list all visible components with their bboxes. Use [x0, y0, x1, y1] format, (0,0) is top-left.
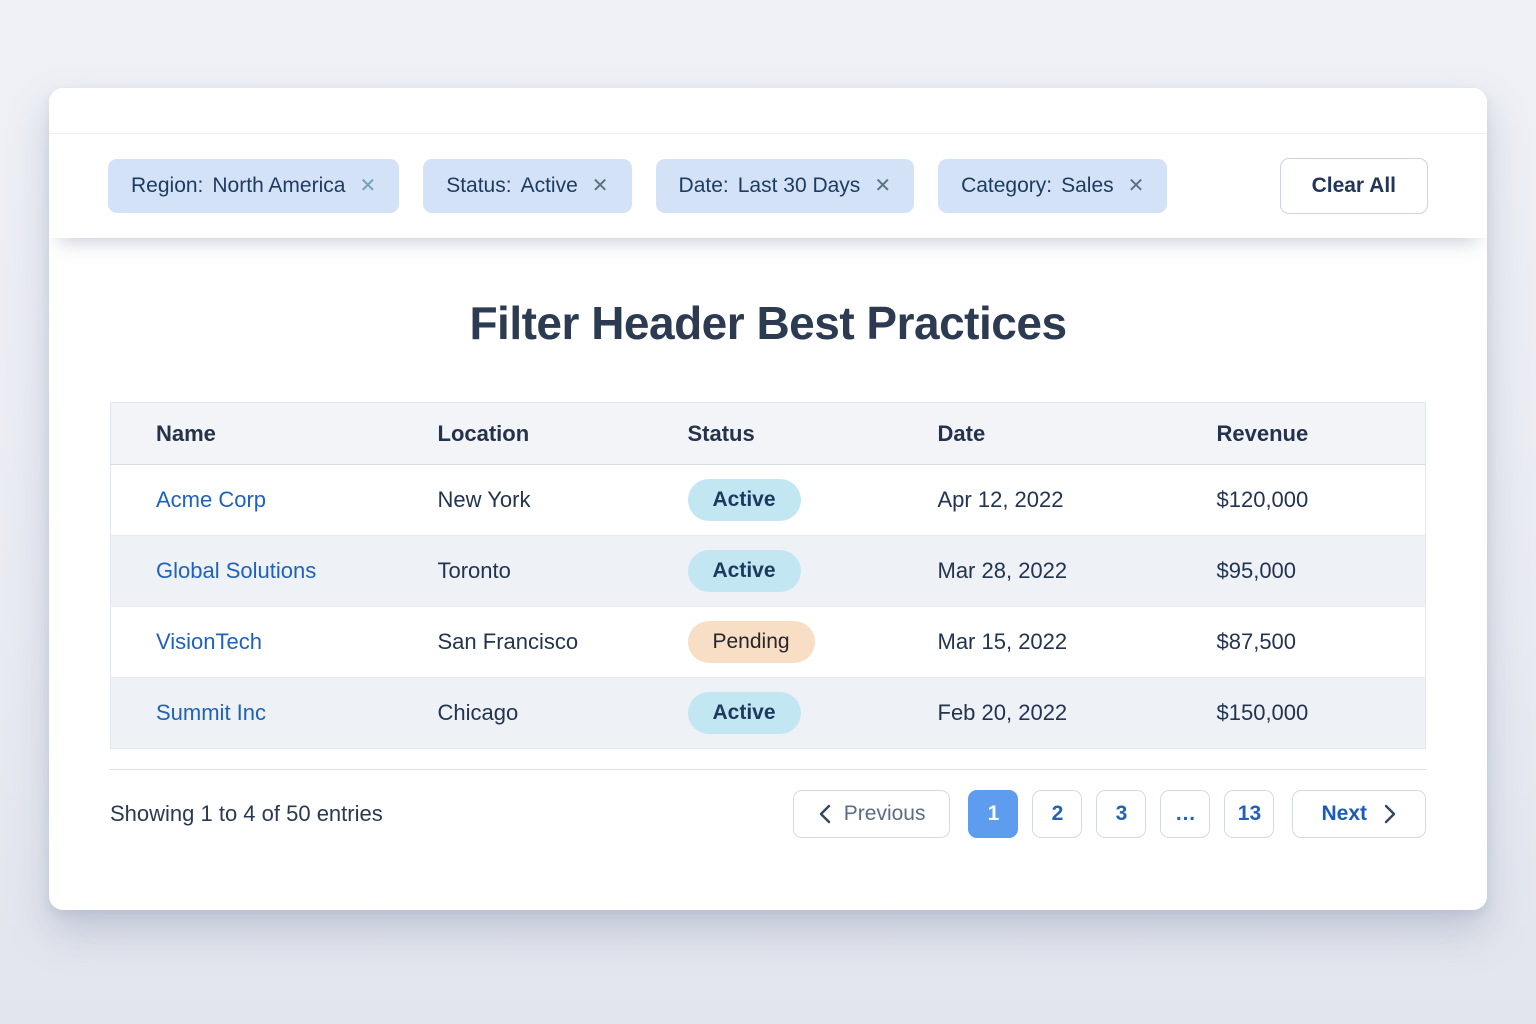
chip-value: Active: [520, 174, 578, 197]
company-link[interactable]: VisionTech: [156, 629, 262, 654]
location-cell: New York: [437, 487, 531, 512]
previous-label: Previous: [843, 802, 926, 825]
filter-chip-category[interactable]: Category: Sales ✕: [938, 159, 1168, 213]
revenue-cell: $87,500: [1216, 629, 1297, 654]
filter-chip-status[interactable]: Status: Active ✕: [423, 159, 632, 213]
company-link[interactable]: Global Solutions: [156, 558, 317, 583]
status-badge: Active: [687, 479, 801, 521]
pagination: Previous 1 2 3 … 13 Next: [792, 790, 1426, 838]
location-cell: Toronto: [437, 558, 511, 583]
column-header-revenue: Revenue: [1216, 402, 1426, 465]
chip-value: North America: [212, 174, 346, 197]
chip-value: Sales: [1061, 174, 1114, 197]
chip-label: Category:: [961, 174, 1053, 197]
status-badge: Active: [687, 550, 801, 592]
filter-chip-region[interactable]: Region: North America ✕: [108, 159, 400, 213]
column-header-date: Date: [937, 402, 1217, 465]
page-title: Filter Header Best Practices: [469, 297, 1067, 349]
close-icon[interactable]: ✕: [874, 175, 892, 197]
chevron-left-icon: [818, 803, 832, 825]
main-content: Filter Header Best Practices Name Locati…: [49, 296, 1487, 838]
table-row: Acme Corp New York Active Apr 12, 2022 $…: [111, 465, 1426, 536]
status-badge: Pending: [687, 621, 815, 663]
company-link[interactable]: Acme Corp: [156, 487, 267, 512]
main-card: Region: North America ✕ Status: Active ✕…: [49, 88, 1487, 910]
revenue-cell: $150,000: [1216, 700, 1309, 725]
chip-label: Status:: [446, 174, 512, 197]
table-row: Global Solutions Toronto Active Mar 28, …: [110, 535, 1426, 607]
next-label: Next: [1321, 802, 1367, 825]
location-cell: San Francisco: [437, 629, 579, 654]
column-header-name: Name: [110, 402, 438, 465]
page-button-1[interactable]: 1: [968, 790, 1019, 838]
date-cell: Feb 20, 2022: [937, 700, 1068, 725]
close-icon[interactable]: ✕: [1127, 175, 1145, 197]
next-page-button[interactable]: Next: [1292, 790, 1426, 838]
close-icon[interactable]: ✕: [591, 175, 609, 197]
table-header-row: Name Location Status Date Revenue: [110, 402, 1426, 465]
status-badge: Active: [687, 692, 801, 734]
date-cell: Apr 12, 2022: [937, 487, 1064, 512]
page-button-ellipsis[interactable]: …: [1160, 790, 1211, 838]
table-footer: Showing 1 to 4 of 50 entries Previous 1 …: [110, 769, 1426, 838]
chip-label: Date:: [678, 174, 729, 197]
location-cell: Chicago: [437, 700, 519, 725]
close-icon[interactable]: ✕: [359, 175, 377, 197]
filter-chip-date[interactable]: Date: Last 30 Days ✕: [655, 159, 915, 213]
company-link[interactable]: Summit Inc: [156, 700, 267, 725]
revenue-cell: $120,000: [1216, 487, 1309, 512]
table-row: Summit Inc Chicago Active Feb 20, 2022 $…: [110, 677, 1426, 749]
column-header-status: Status: [687, 402, 938, 465]
page-button-2[interactable]: 2: [1032, 790, 1083, 838]
data-table: Name Location Status Date Revenue Acme C…: [110, 402, 1426, 749]
page-button-13[interactable]: 13: [1224, 790, 1275, 838]
clear-all-button[interactable]: Clear All: [1279, 158, 1428, 214]
revenue-cell: $95,000: [1216, 558, 1297, 583]
chip-label: Region:: [131, 174, 204, 197]
card-topbar: [49, 88, 1487, 134]
column-header-location: Location: [437, 402, 688, 465]
chip-value: Last 30 Days: [737, 174, 861, 197]
table-row: VisionTech San Francisco Pending Mar 15,…: [110, 606, 1426, 678]
chevron-right-icon: [1383, 803, 1397, 825]
entries-summary: Showing 1 to 4 of 50 entries: [110, 801, 383, 826]
date-cell: Mar 15, 2022: [937, 629, 1068, 654]
date-cell: Mar 28, 2022: [937, 558, 1068, 583]
previous-page-button[interactable]: Previous: [792, 790, 951, 838]
page-button-3[interactable]: 3: [1096, 790, 1147, 838]
filter-bar: Region: North America ✕ Status: Active ✕…: [49, 134, 1487, 238]
